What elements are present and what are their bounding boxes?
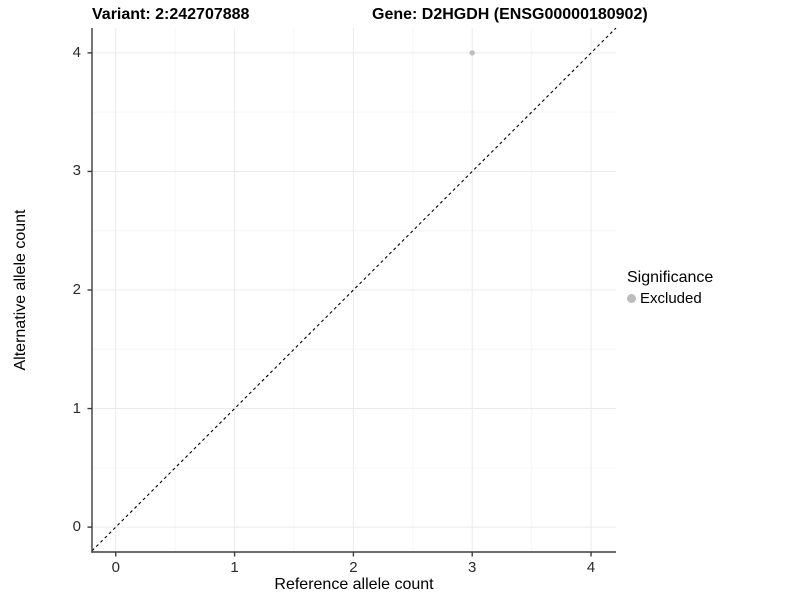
- identity-dashed-line: [91, 27, 617, 552]
- legend-point-icon: [627, 294, 636, 303]
- x-tick-label: 1: [230, 559, 239, 576]
- y-tick-label: 4: [72, 43, 81, 61]
- x-tick-label: 4: [586, 559, 596, 576]
- legend-item-label: Excluded: [640, 290, 702, 307]
- x-axis-title: Reference allele count: [274, 576, 434, 593]
- legend-item: Excluded: [627, 290, 713, 307]
- legend: Significance Excluded: [627, 269, 713, 307]
- data-point: [469, 50, 475, 56]
- y-tick-label: 2: [72, 281, 81, 298]
- x-tick-label: 3: [468, 559, 477, 576]
- x-tick-label: 0: [111, 559, 120, 576]
- y-tick-label: 3: [72, 162, 81, 180]
- y-tick-label: 1: [72, 399, 81, 417]
- legend-title: Significance: [627, 269, 714, 286]
- y-tick-label: 0: [72, 518, 81, 536]
- x-tick-label: 2: [349, 559, 358, 576]
- variant-title: Variant: 2:242707888: [92, 6, 250, 23]
- y-axis-title: Alternative allele count: [12, 209, 29, 371]
- gene-title: Gene: D2HGDH (ENSG00000180902): [372, 6, 648, 23]
- legend-items: Excluded: [627, 290, 713, 307]
